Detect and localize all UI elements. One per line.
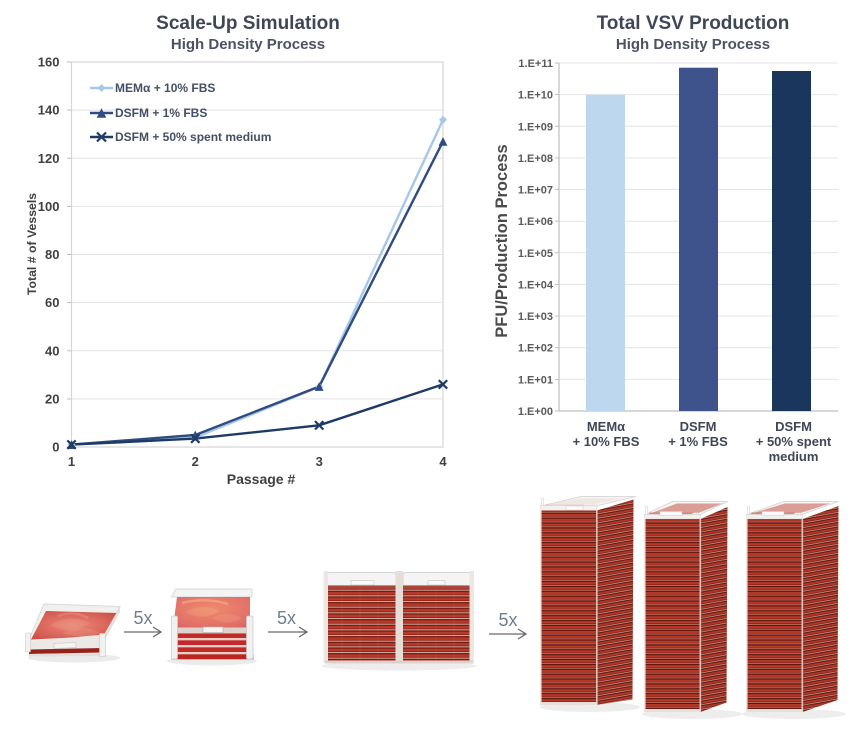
svg-text:Scale-Up Simulation: Scale-Up Simulation	[156, 13, 340, 34]
svg-text:MEMα: MEMα	[587, 419, 625, 434]
svg-text:Total VSV Production: Total VSV Production	[597, 13, 790, 34]
svg-text:160: 160	[38, 55, 60, 70]
svg-text:1.E+11: 1.E+11	[518, 58, 553, 70]
svg-text:5x: 5x	[498, 610, 517, 630]
svg-text:1.E+06: 1.E+06	[518, 216, 553, 228]
svg-text:1.E+02: 1.E+02	[518, 343, 553, 355]
svg-text:2: 2	[192, 454, 199, 469]
svg-text:1.E+07: 1.E+07	[518, 185, 553, 197]
svg-text:4: 4	[439, 454, 447, 469]
svg-text:1.E+01: 1.E+01	[518, 374, 553, 386]
svg-text:80: 80	[45, 247, 59, 262]
svg-text:+ 1% FBS: + 1% FBS	[668, 434, 728, 449]
svg-text:5x: 5x	[133, 608, 152, 628]
svg-text:DSFM + 50% spent medium: DSFM + 50% spent medium	[115, 130, 271, 144]
svg-text:20: 20	[45, 391, 59, 406]
svg-text:60: 60	[45, 295, 59, 310]
svg-text:High Density Process: High Density Process	[616, 36, 770, 53]
svg-text:1: 1	[68, 454, 75, 469]
svg-text:Total # of Vessels: Total # of Vessels	[25, 193, 39, 295]
svg-text:1.E+05: 1.E+05	[518, 248, 553, 260]
svg-text:DSFM: DSFM	[775, 419, 812, 434]
svg-text:PFU/Production Process: PFU/Production Process	[493, 144, 511, 337]
svg-text:3: 3	[316, 454, 323, 469]
svg-text:5x: 5x	[277, 608, 296, 628]
svg-text:Passage #: Passage #	[227, 471, 296, 487]
svg-text:+ 10% FBS: + 10% FBS	[573, 434, 640, 449]
svg-text:1.E+10: 1.E+10	[518, 90, 553, 102]
svg-text:120: 120	[38, 151, 60, 166]
svg-text:140: 140	[38, 103, 60, 118]
svg-text:1.E+08: 1.E+08	[518, 153, 553, 165]
svg-text:0: 0	[52, 440, 59, 455]
svg-text:1.E+04: 1.E+04	[518, 280, 554, 292]
svg-text:High Density Process: High Density Process	[171, 36, 325, 53]
svg-text:1.E+03: 1.E+03	[518, 311, 553, 323]
svg-text:DSFM + 1% FBS: DSFM + 1% FBS	[115, 106, 207, 120]
svg-text:medium: medium	[769, 449, 819, 464]
svg-text:100: 100	[38, 199, 60, 214]
svg-text:MEMα + 10% FBS: MEMα + 10% FBS	[115, 81, 215, 95]
svg-text:1.E+09: 1.E+09	[518, 121, 553, 133]
svg-text:40: 40	[45, 343, 59, 358]
svg-text:DSFM: DSFM	[680, 419, 717, 434]
svg-text:+ 50% spent: + 50% spent	[756, 434, 832, 449]
svg-text:1.E+00: 1.E+00	[518, 406, 553, 418]
